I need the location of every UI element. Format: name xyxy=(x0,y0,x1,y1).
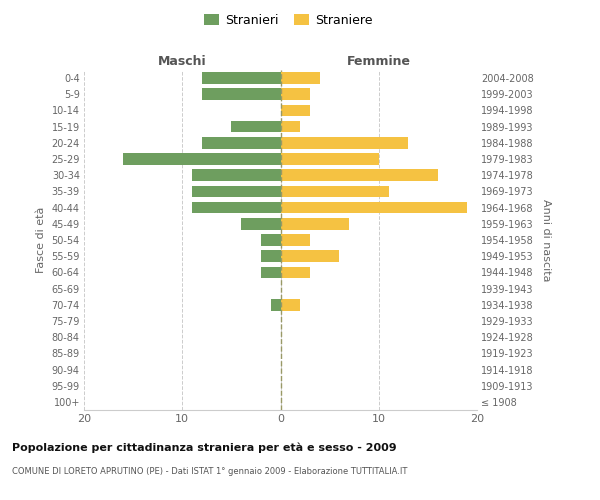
Text: Maschi: Maschi xyxy=(158,56,206,68)
Bar xyxy=(281,218,349,230)
Bar xyxy=(271,299,281,310)
Bar xyxy=(281,170,438,181)
Bar xyxy=(281,137,408,148)
Bar xyxy=(281,250,340,262)
Bar xyxy=(241,218,281,230)
Bar xyxy=(192,170,281,181)
Bar xyxy=(281,202,467,213)
Y-axis label: Anni di nascita: Anni di nascita xyxy=(541,198,551,281)
Bar xyxy=(261,234,281,246)
Bar xyxy=(281,266,310,278)
Bar xyxy=(281,72,320,84)
Text: Femmine: Femmine xyxy=(347,56,411,68)
Text: COMUNE DI LORETO APRUTINO (PE) - Dati ISTAT 1° gennaio 2009 - Elaborazione TUTTI: COMUNE DI LORETO APRUTINO (PE) - Dati IS… xyxy=(12,468,407,476)
Bar xyxy=(261,266,281,278)
Bar xyxy=(192,202,281,213)
Bar xyxy=(281,186,389,198)
Bar xyxy=(281,153,379,165)
Y-axis label: Fasce di età: Fasce di età xyxy=(36,207,46,273)
Bar xyxy=(124,153,281,165)
Bar xyxy=(281,234,310,246)
Bar xyxy=(202,137,281,148)
Bar xyxy=(281,104,310,117)
Bar xyxy=(281,88,310,100)
Bar xyxy=(202,72,281,84)
Bar xyxy=(192,186,281,198)
Bar xyxy=(281,121,300,132)
Bar xyxy=(281,299,300,310)
Bar xyxy=(261,250,281,262)
Legend: Stranieri, Straniere: Stranieri, Straniere xyxy=(199,8,377,32)
Text: Popolazione per cittadinanza straniera per età e sesso - 2009: Popolazione per cittadinanza straniera p… xyxy=(12,442,397,453)
Bar xyxy=(202,88,281,100)
Bar xyxy=(232,121,281,132)
